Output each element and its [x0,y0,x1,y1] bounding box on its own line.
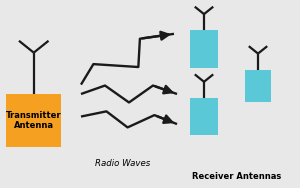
FancyBboxPatch shape [190,30,218,68]
FancyBboxPatch shape [190,98,218,135]
FancyBboxPatch shape [245,70,271,102]
FancyBboxPatch shape [6,94,62,147]
Text: Transmitter
Antenna: Transmitter Antenna [6,111,62,130]
Text: Radio Waves: Radio Waves [95,159,151,168]
Text: Receiver Antennas: Receiver Antennas [192,172,282,181]
